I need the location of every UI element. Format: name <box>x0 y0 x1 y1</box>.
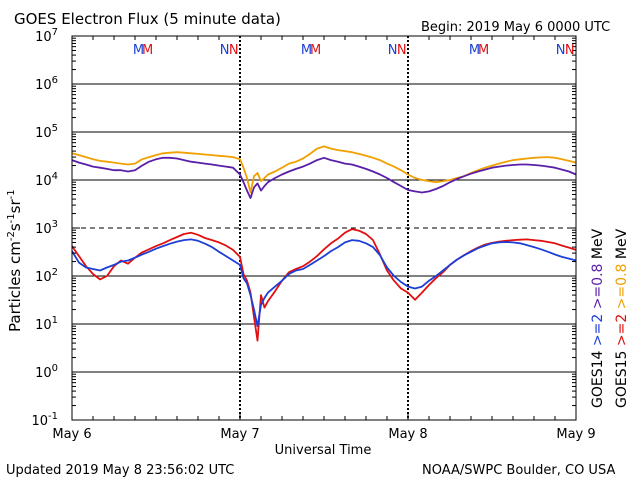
series-line <box>71 145 577 194</box>
y-tick-base: 10 <box>35 318 52 333</box>
y-tick-label: 107 <box>35 27 58 45</box>
series-line <box>71 238 577 328</box>
y-tick-exp: 0 <box>52 363 58 374</box>
series-line <box>71 156 577 200</box>
y-tick-label: 106 <box>35 75 58 93</box>
y-axis-title-exp: -1 <box>6 213 17 223</box>
time-marker: N <box>565 43 575 58</box>
y-tick-base: 10 <box>31 414 48 429</box>
time-marker: M <box>142 43 153 58</box>
y-axis-title-exp: -2 <box>6 231 17 241</box>
y-axis-title-exp: -1 <box>6 189 17 199</box>
time-marker: N <box>397 43 407 58</box>
y-axis-title-part: s <box>6 223 24 231</box>
legend-high-energy: >=0.8 <box>590 264 606 310</box>
y-tick-exp: 7 <box>52 27 58 38</box>
y-tick-exp: 5 <box>52 123 58 134</box>
legend-goes15: GOES15 >=2 >=0.8 MeV <box>614 228 630 408</box>
y-tick-base: 10 <box>35 30 52 45</box>
time-marker: M <box>310 43 321 58</box>
legend-low-energy: >=2 <box>614 314 630 346</box>
source-credit: NOAA/SWPC Boulder, CO USA <box>422 463 615 478</box>
y-axis-title-part: Particles cm <box>6 241 24 332</box>
y-tick-base: 10 <box>35 366 52 381</box>
legend-low-energy: >=2 <box>590 314 606 346</box>
y-tick-base: 10 <box>35 222 52 237</box>
y-tick-exp: 3 <box>52 219 58 230</box>
marker-layer: MM N N MM N N MM N N <box>133 43 575 58</box>
y-tick-base: 10 <box>35 78 52 93</box>
y-axis-title: Particles cm-2s-1sr-1 <box>6 189 24 332</box>
x-tick-label: May 9 <box>556 427 595 442</box>
legend-unit: MeV <box>614 228 630 263</box>
x-tick-label: May 8 <box>388 427 427 442</box>
legend-satellite: GOES15 <box>614 351 630 408</box>
y-tick-exp: 1 <box>52 315 58 326</box>
y-tick-label: 101 <box>35 315 58 333</box>
x-axis-title: Universal Time <box>275 443 372 458</box>
time-marker: N <box>229 43 239 58</box>
y-tick-base: 10 <box>35 126 52 141</box>
y-axis-title-part: sr <box>6 199 24 214</box>
legend-satellite: GOES14 <box>590 350 606 408</box>
legend-unit: MeV <box>590 228 606 263</box>
grid-layer <box>72 36 576 420</box>
chart-title: GOES Electron Flux (5 minute data) <box>14 10 281 28</box>
y-tick-label: 105 <box>35 123 58 141</box>
time-marker: N <box>220 43 230 58</box>
series-layer <box>71 145 577 342</box>
x-tick-label: May 7 <box>220 427 259 442</box>
y-tick-label: 100 <box>35 363 58 381</box>
legend-high-energy: >=0.8 <box>614 264 630 310</box>
y-tick-label: 103 <box>35 219 58 237</box>
y-tick-exp: 2 <box>52 267 58 278</box>
time-marker: N <box>388 43 398 58</box>
x-tick-label: May 6 <box>52 427 91 442</box>
time-marker: N <box>556 43 566 58</box>
y-tick-label: 10-1 <box>31 411 58 429</box>
y-tick-base: 10 <box>35 174 52 189</box>
y-tick-base: 10 <box>35 270 52 285</box>
y-tick-label: 102 <box>35 267 58 285</box>
y-tick-label: 104 <box>35 171 58 189</box>
time-marker: M <box>469 43 480 58</box>
begin-date: Begin: 2019 May 6 0000 UTC <box>421 20 610 35</box>
y-tick-exp: 4 <box>52 171 58 182</box>
time-marker: M <box>133 43 144 58</box>
legend-goes14: GOES14 >=2 >=0.8 MeV <box>590 228 606 408</box>
y-tick-exp: 6 <box>52 75 58 86</box>
updated-timestamp: Updated 2019 May 8 23:56:02 UTC <box>6 463 234 478</box>
time-marker: M <box>478 43 489 58</box>
time-marker: M <box>301 43 312 58</box>
y-tick-exp: -1 <box>48 411 58 422</box>
